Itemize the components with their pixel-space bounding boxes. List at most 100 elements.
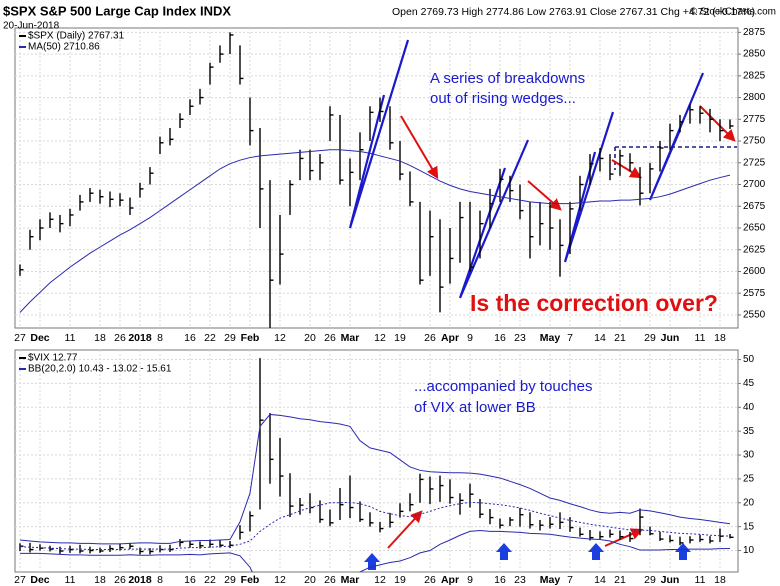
x-tick-label: 8: [157, 574, 163, 586]
plot-layer: [19, 32, 734, 328]
x-tick-label: 29: [644, 574, 656, 586]
y-tick-label: 30: [743, 450, 755, 461]
x-tick-label: May: [540, 332, 561, 344]
x-tick-label: 26: [424, 332, 436, 344]
x-tick-label: Mar: [341, 574, 360, 586]
x-tick-label: 20: [304, 332, 316, 344]
y-tick-label: 2775: [743, 114, 766, 125]
y-tick-label: 20: [743, 497, 755, 508]
wedge-lines: [348, 39, 705, 299]
y-tick-label: 2875: [743, 27, 766, 38]
x-tick-label: Apr: [441, 332, 459, 344]
y-tick-label: 2575: [743, 288, 766, 299]
y-tick-label: 2750: [743, 136, 766, 147]
x-tick-label: 12: [374, 332, 386, 344]
y-tick-label: 2800: [743, 92, 766, 103]
x-tick-label: Jun: [661, 332, 680, 344]
y-tick-label: 2825: [743, 70, 766, 81]
grid-layer: [15, 28, 738, 572]
x-tick-label: 12: [374, 574, 386, 586]
x-tick-label: Apr: [441, 574, 459, 586]
line: [19, 149, 731, 313]
quote-line: Open 2769.73 High 2774.86 Low 2763.91 Cl…: [392, 6, 755, 18]
x-tick-label: 26: [114, 332, 126, 344]
x-tick-label: 18: [714, 332, 726, 344]
x-tick-label: 26: [324, 574, 336, 586]
x-tick-label: 22: [204, 574, 216, 586]
x-tick-label: 2018: [128, 332, 152, 344]
x-tick-label: 11: [65, 574, 76, 586]
y-tick-label: 2850: [743, 49, 766, 60]
price-panel: [14, 27, 739, 329]
x-tick-label: 21: [614, 332, 626, 344]
y-tick-label: 40: [743, 402, 755, 413]
x-tick-label: 20: [304, 574, 316, 586]
y-tick-label: 35: [743, 426, 755, 437]
annotation: ...accompanied by touches: [414, 378, 592, 395]
x-tick-label: 26: [324, 332, 336, 344]
chart-date: 20-Jun-2018: [3, 21, 60, 32]
y-tick-label: 2675: [743, 201, 766, 212]
x-tick-label: 16: [494, 332, 506, 344]
y-tick-label: 2650: [743, 223, 766, 234]
legend-entry: $VIX 12.77: [28, 353, 78, 364]
y-tick-label: 15: [743, 521, 755, 532]
x-tick-label: 27: [14, 332, 26, 344]
y-tick-label: 10: [743, 545, 755, 556]
x-tick-label: 26: [424, 574, 436, 586]
x-tick-label: 18: [714, 574, 726, 586]
chart-title: $SPX S&P 500 Large Cap Index INDX: [3, 3, 231, 18]
line: [19, 413, 731, 545]
x-tick-label: 12: [274, 574, 286, 586]
x-tick-label: 14: [594, 332, 606, 344]
x-tick-label: 18: [94, 574, 106, 586]
x-tick-label: 16: [184, 574, 196, 586]
y-tick-label: 50: [743, 354, 755, 365]
y-tick-label: 2600: [743, 266, 766, 277]
annotation: of VIX at lower BB: [414, 399, 536, 416]
x-tick-label: 23: [514, 574, 526, 586]
legend-entry: $SPX (Daily) 2767.31: [28, 31, 125, 42]
support-line: [614, 146, 737, 170]
x-tick-label: 9: [467, 574, 473, 586]
y-tick-label: 45: [743, 378, 755, 389]
x-tick-label: 16: [184, 332, 196, 344]
annotation: A series of breakdowns: [430, 70, 585, 87]
y-tick-label: 2700: [743, 179, 766, 190]
x-tick-label: 8: [157, 332, 163, 344]
x-tick-label: 2018: [128, 574, 152, 586]
x-tick-label: 7: [567, 332, 573, 344]
x-tick-label: May: [540, 574, 561, 586]
x-tick-label: 18: [94, 332, 106, 344]
x-tick-label: 19: [394, 332, 406, 344]
legend-entry: BB(20,2.0) 10.43 - 13.02 - 15.61: [28, 364, 172, 375]
x-tick-label: 11: [695, 332, 706, 344]
x-tick-label: 27: [14, 574, 26, 586]
y-tick-label: 25: [743, 474, 755, 485]
x-tick-label: 29: [224, 574, 236, 586]
line: [19, 501, 731, 551]
legend-entry: MA(50) 2710.86: [28, 42, 100, 53]
x-tick-label: 12: [274, 332, 286, 344]
x-tick-label: 22: [204, 332, 216, 344]
plot-layer: [19, 358, 734, 572]
annotation: out of rising wedges...: [430, 90, 576, 107]
x-tick-label: 7: [567, 574, 573, 586]
x-tick-label: Feb: [241, 574, 260, 586]
x-tick-label: 21: [614, 574, 626, 586]
x-tick-label: 19: [394, 574, 406, 586]
y-tick-label: 2550: [743, 310, 766, 321]
y-tick-label: 2625: [743, 244, 766, 255]
red-arrows: [387, 105, 736, 549]
x-tick-label: Jun: [661, 574, 680, 586]
annotation: Is the correction over?: [470, 290, 718, 316]
x-tick-label: 23: [514, 332, 526, 344]
source: © StockCharts.com: [690, 7, 776, 18]
x-tick-label: Feb: [241, 332, 260, 344]
x-tick-label: Dec: [30, 574, 49, 586]
x-tick-label: 26: [114, 574, 126, 586]
x-tick-label: 16: [494, 574, 506, 586]
x-tick-label: 29: [224, 332, 236, 344]
x-tick-label: 11: [695, 574, 706, 586]
